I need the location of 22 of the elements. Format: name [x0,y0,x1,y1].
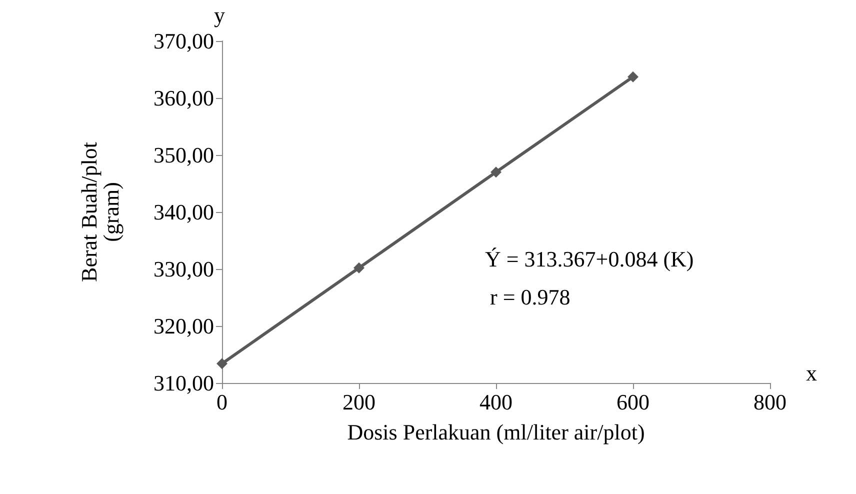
y-tick-label: 310,00 [154,370,214,396]
point [354,262,364,274]
y-tick-label: 350,00 [154,142,214,168]
y-tick-label: 360,00 [154,86,214,110]
x-tick-label: 200 [342,390,376,414]
y-tick-label: 340,00 [154,200,214,224]
y-tick-label: 330,00 [154,256,214,282]
x-tick-label: 0 [216,390,228,414]
point [216,358,228,370]
text: y [214,2,225,28]
annotation: r = 0.978 [490,284,570,310]
x-tick-label: 800 [754,390,786,414]
y-tick-label: 370,00 [154,28,214,54]
y-axis-title: Berat Buah/plot (gram) [76,142,124,282]
y-tick-label: 320,00 [154,314,214,338]
text: x [806,360,817,386]
point [628,71,638,82]
x-tick-label: 400 [480,390,512,414]
x-tick-label: 600 [616,390,650,414]
x-axis-title: Dosis Perlakuan (ml/liter air/plot) [347,420,645,444]
point [490,166,502,178]
annotation: Ý = 313.367+0.084 (K) [485,246,694,272]
